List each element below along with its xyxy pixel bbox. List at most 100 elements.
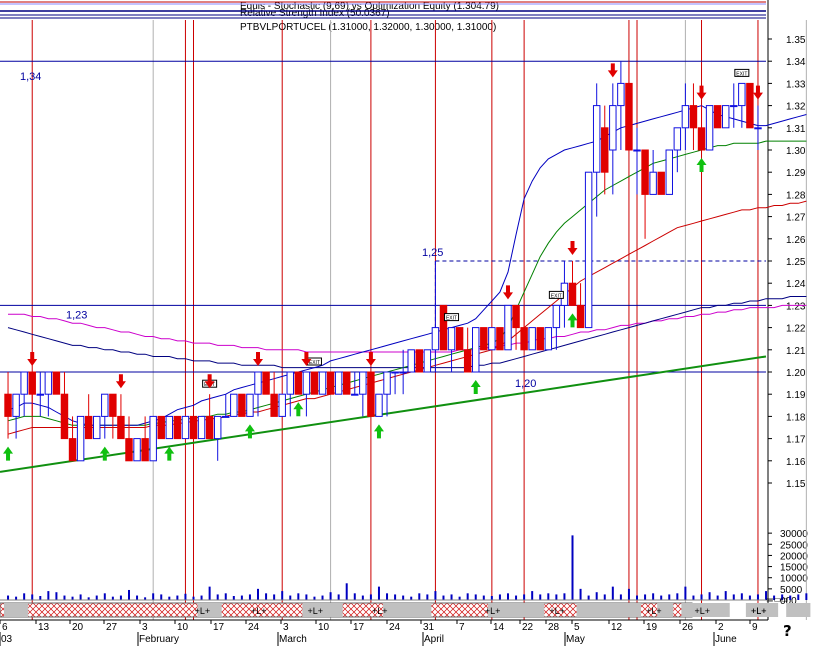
signal-zone (576, 603, 642, 617)
candle-body (165, 415, 174, 440)
price-tick-label: 1.21 (786, 346, 806, 357)
candle-body (149, 415, 157, 462)
help-button[interactable]: ? (783, 622, 792, 640)
exit-tag-text: EXIT (309, 360, 320, 366)
x-month-label: May (566, 634, 585, 645)
candle-body (213, 415, 222, 440)
candle-body (391, 371, 399, 374)
candle-body (576, 304, 585, 329)
sell-arrow (696, 85, 707, 100)
buy-arrow (373, 424, 384, 439)
x-day-label: 19 (646, 622, 658, 633)
price-tick-label: 1.23 (786, 301, 806, 312)
candle-body (544, 327, 553, 351)
candle-body (230, 393, 238, 417)
candle-body (375, 393, 383, 417)
buy-arrow (470, 380, 481, 394)
candle-body (738, 82, 746, 107)
candle-body (84, 415, 93, 440)
x-day-label: 7 (459, 622, 465, 633)
x-day-label: 24 (389, 622, 401, 633)
sell-arrow (502, 285, 513, 300)
candle-body (342, 371, 351, 395)
signal-marker: +L+ (485, 606, 501, 616)
candle-body (286, 371, 294, 395)
candle-body (133, 438, 141, 462)
candle-body (480, 327, 488, 351)
ma-red-line (7, 200, 807, 435)
signal-zone (302, 603, 343, 617)
candle-body (439, 304, 448, 351)
x-day-label: 31 (423, 622, 435, 633)
candle-body (512, 304, 520, 329)
candle-body (633, 149, 641, 152)
price-tick-label: 1.33 (786, 79, 806, 90)
candle-body (12, 393, 20, 417)
x-month-label: April (424, 634, 444, 645)
x-day-label: 3 (283, 622, 289, 633)
sell-arrow (607, 63, 618, 78)
price-tick-label: 1.26 (786, 235, 806, 246)
price-tick-label: 1.25 (786, 257, 806, 268)
x-day-label: 17 (353, 622, 365, 633)
sell-arrow (204, 374, 215, 389)
price-tick-label: 1.15 (786, 479, 806, 490)
candle-body (125, 438, 133, 462)
x-day-label: 22 (522, 622, 534, 633)
price-tick-label: 1.34 (786, 57, 806, 68)
candle-body (536, 327, 544, 351)
volume-tick-label: 25000 (780, 540, 808, 551)
header-line-2: PTBVLPORTUCEL (1.31000, 1.32000, 1.30000… (240, 22, 496, 33)
x-day-label: 26 (682, 622, 694, 633)
sell-arrow (27, 352, 38, 366)
candle-body (609, 105, 617, 151)
candle-body (423, 349, 432, 373)
header-line-1: Relative Strength Index (50.0367) (240, 8, 390, 19)
candle-body (665, 149, 673, 195)
candle-body (254, 371, 262, 395)
x-day-label: 24 (248, 622, 260, 633)
price-tick-label: 1.32 (786, 102, 806, 113)
candle-body (746, 82, 754, 129)
exit-tag-box (548, 290, 564, 299)
candle-body (415, 349, 424, 373)
scroll-widget[interactable]: ▭▭▭ (766, 595, 789, 604)
candle-body (52, 371, 61, 395)
price-tick-label: 1.29 (786, 168, 806, 179)
ma-slow-line (7, 140, 807, 426)
candle-body (326, 371, 335, 395)
level-label-1-20: 1,20 (515, 378, 536, 390)
candle-body (44, 371, 53, 395)
candle-body (617, 82, 625, 107)
signal-marker: +L+ (307, 606, 323, 616)
candle-body (20, 371, 28, 395)
candle-body (318, 371, 327, 395)
signal-zone (657, 603, 674, 617)
x-day-label: 10 (177, 622, 189, 633)
signal-zone (383, 603, 432, 617)
x-day-label: 27 (106, 622, 118, 633)
signal-marker: +L+ (549, 606, 565, 616)
buy-arrow (244, 424, 255, 439)
sell-arrow (253, 352, 264, 366)
price-tick-label: 1.27 (786, 213, 806, 224)
exit-tag: EXIT (548, 290, 564, 299)
candle-body (528, 327, 536, 351)
signal-zone (786, 603, 811, 617)
volume-tick-label: 10000 (780, 574, 808, 585)
candle-body (496, 327, 504, 351)
candle-body (673, 127, 682, 151)
volume-tick-label: 30000 (780, 529, 808, 540)
candle-body (246, 393, 254, 417)
ma-fast-line (7, 105, 807, 426)
exit-tag-text: EXIT (446, 316, 457, 322)
candle-body (262, 371, 270, 395)
price-tick-label: 1.19 (786, 390, 806, 401)
price-tick-label: 1.30 (786, 146, 806, 157)
price-tick-label: 1.22 (786, 324, 806, 335)
level-label-1-23: 1,23 (66, 309, 87, 321)
candle-body (270, 393, 278, 417)
signal-marker: +L+ (646, 606, 662, 616)
candle-body (463, 349, 472, 373)
